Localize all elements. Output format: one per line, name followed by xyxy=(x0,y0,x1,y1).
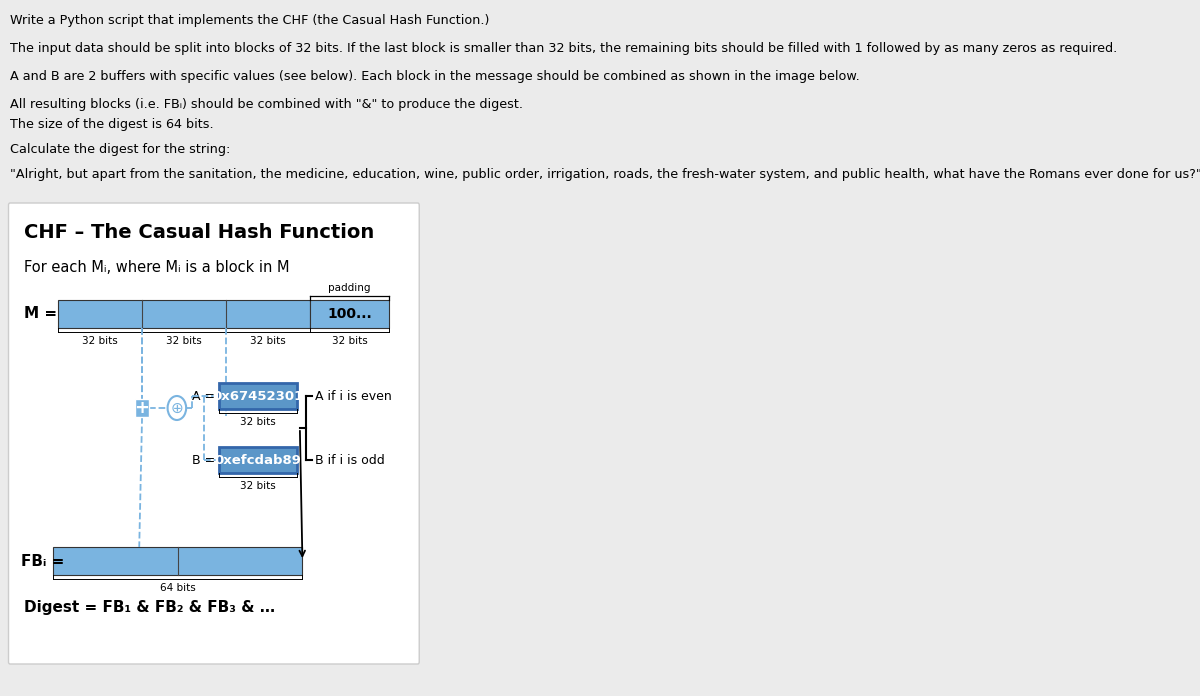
Text: Calculate the digest for the string:: Calculate the digest for the string: xyxy=(10,143,230,156)
Circle shape xyxy=(168,396,186,420)
Bar xyxy=(220,447,296,473)
Text: +: + xyxy=(134,399,150,417)
Text: 0x67452301: 0x67452301 xyxy=(212,390,304,402)
Bar xyxy=(220,383,296,409)
Text: 32 bits: 32 bits xyxy=(82,336,118,346)
Text: padding: padding xyxy=(329,283,371,293)
Text: For each Mᵢ, where Mᵢ is a block in M: For each Mᵢ, where Mᵢ is a block in M xyxy=(24,260,289,275)
Text: 32 bits: 32 bits xyxy=(240,481,276,491)
Text: M =: M = xyxy=(24,306,58,322)
Text: 32 bits: 32 bits xyxy=(251,336,286,346)
Text: All resulting blocks (i.e. FBᵢ) should be combined with "&" to produce the diges: All resulting blocks (i.e. FBᵢ) should b… xyxy=(10,98,523,111)
Bar xyxy=(310,300,389,328)
Text: ⊕: ⊕ xyxy=(170,400,184,416)
Text: A and B are 2 buffers with specific values (see below). Each block in the messag: A and B are 2 buffers with specific valu… xyxy=(10,70,860,83)
Text: CHF – The Casual Hash Function: CHF – The Casual Hash Function xyxy=(24,223,374,242)
Text: A =: A = xyxy=(192,390,216,402)
Text: B if i is odd: B if i is odd xyxy=(316,454,385,466)
Text: 100...: 100... xyxy=(328,307,372,321)
Bar xyxy=(136,399,149,417)
Text: A if i is even: A if i is even xyxy=(316,390,392,402)
Bar xyxy=(53,547,302,575)
Text: 32 bits: 32 bits xyxy=(240,417,276,427)
Text: 32 bits: 32 bits xyxy=(167,336,202,346)
Text: Write a Python script that implements the CHF (the Casual Hash Function.): Write a Python script that implements th… xyxy=(10,14,490,27)
Text: Digest = FB₁ & FB₂ & FB₃ & …: Digest = FB₁ & FB₂ & FB₃ & … xyxy=(24,600,275,615)
Text: The input data should be split into blocks of 32 bits. If the last block is smal: The input data should be split into bloc… xyxy=(10,42,1117,55)
Text: B =: B = xyxy=(192,454,216,466)
Text: 32 bits: 32 bits xyxy=(331,336,367,346)
FancyBboxPatch shape xyxy=(8,203,419,664)
Text: 64 bits: 64 bits xyxy=(160,583,196,593)
Text: FBᵢ =: FBᵢ = xyxy=(20,553,65,569)
Text: 0xefcdab89: 0xefcdab89 xyxy=(215,454,301,466)
Bar xyxy=(58,300,310,328)
Text: The size of the digest is 64 bits.: The size of the digest is 64 bits. xyxy=(10,118,214,131)
Text: "Alright, but apart from the sanitation, the medicine, education, wine, public o: "Alright, but apart from the sanitation,… xyxy=(10,168,1200,181)
